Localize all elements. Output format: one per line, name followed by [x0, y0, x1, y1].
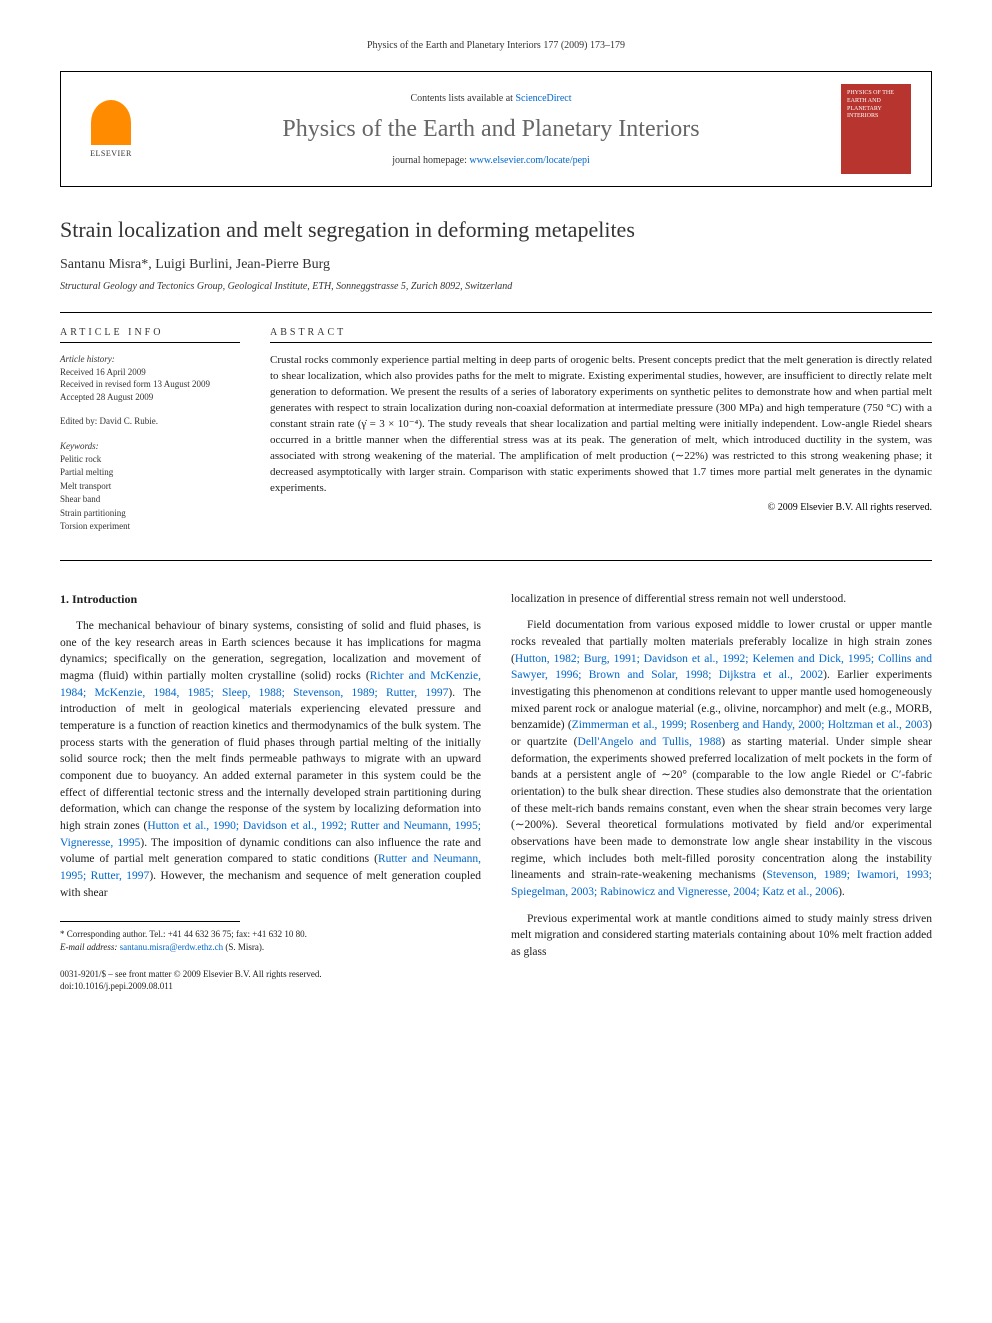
authors: Santanu Misra*, Luigi Burlini, Jean-Pier… — [60, 257, 932, 273]
email-line: E-mail address: santanu.misra@erdw.ethz.… — [60, 941, 481, 954]
corresponding-label: * Corresponding author. Tel.: +41 44 632… — [60, 928, 481, 941]
footnote-rule — [60, 921, 240, 922]
email-label: E-mail address: — [60, 942, 120, 952]
homepage-link[interactable]: www.elsevier.com/locate/pepi — [469, 155, 589, 166]
abstract-copyright: © 2009 Elsevier B.V. All rights reserved… — [270, 502, 932, 513]
received-date: Received 16 April 2009 — [60, 366, 240, 379]
revised-date: Received in revised form 13 August 2009 — [60, 378, 240, 391]
article-info-heading: ARTICLE INFO — [60, 327, 240, 343]
history-label: Article history: — [60, 353, 240, 366]
journal-cover-thumbnail: PHYSICS OF THE EARTH AND PLANETARY INTER… — [841, 84, 911, 174]
col2-continuation: localization in presence of differential… — [511, 591, 932, 608]
doi: doi:10.1016/j.pepi.2009.08.011 — [60, 980, 481, 993]
elsevier-tree-icon — [91, 100, 131, 145]
p2-d: ) as starting material. Under simple she… — [511, 736, 932, 881]
abstract-heading: ABSTRACT — [270, 327, 932, 343]
keyword: Strain partitioning — [60, 507, 240, 521]
contents-prefix: Contents lists available at — [410, 93, 515, 104]
sciencedirect-link[interactable]: ScienceDirect — [515, 93, 571, 104]
doi-block: 0031-9201/$ – see front matter © 2009 El… — [60, 968, 481, 993]
col2-p2: Field documentation from various exposed… — [511, 617, 932, 900]
accepted-date: Accepted 28 August 2009 — [60, 391, 240, 404]
section-title: Introduction — [72, 592, 137, 606]
journal-name: Physics of the Earth and Planetary Inter… — [141, 116, 841, 143]
keywords-block: Keywords: Pelitic rock Partial melting M… — [60, 440, 240, 534]
homepage-line: journal homepage: www.elsevier.com/locat… — [141, 155, 841, 166]
refs-5[interactable]: Zimmerman et al., 1999; Rosenberg and Ha… — [572, 719, 928, 731]
article-info: ARTICLE INFO Article history: Received 1… — [60, 327, 240, 546]
affiliation: Structural Geology and Tectonics Group, … — [60, 281, 932, 292]
info-abstract-row: ARTICLE INFO Article history: Received 1… — [60, 312, 932, 561]
intro-paragraph-1: The mechanical behaviour of binary syste… — [60, 618, 481, 901]
elsevier-label: ELSEVIER — [90, 149, 132, 158]
keyword: Pelitic rock — [60, 453, 240, 467]
article-history: Article history: Received 16 April 2009 … — [60, 353, 240, 403]
p1-b: ). The introduction of melt in geologica… — [60, 687, 481, 832]
article-title: Strain localization and melt segregation… — [60, 217, 932, 243]
corresponding-author: * Corresponding author. Tel.: +41 44 632… — [60, 928, 481, 953]
body-columns: 1. Introduction The mechanical behaviour… — [60, 591, 932, 993]
p2-e: ). — [838, 886, 845, 898]
col2-p3: Previous experimental work at mantle con… — [511, 911, 932, 961]
editor-line: Edited by: David C. Rubie. — [60, 415, 240, 428]
body-col-left: 1. Introduction The mechanical behaviour… — [60, 591, 481, 993]
contents-available: Contents lists available at ScienceDirec… — [141, 93, 841, 104]
elsevier-logo: ELSEVIER — [81, 94, 141, 164]
body-col-right: localization in presence of differential… — [511, 591, 932, 993]
section-heading: 1. Introduction — [60, 591, 481, 608]
email-suffix: (S. Misra). — [223, 942, 264, 952]
email-link[interactable]: santanu.misra@erdw.ethz.ch — [120, 942, 223, 952]
abstract-column: ABSTRACT Crustal rocks commonly experien… — [270, 327, 932, 546]
keyword: Partial melting — [60, 466, 240, 480]
journal-center: Contents lists available at ScienceDirec… — [141, 93, 841, 166]
front-matter: 0031-9201/$ – see front matter © 2009 El… — [60, 968, 481, 981]
abstract-text: Crustal rocks commonly experience partia… — [270, 353, 932, 496]
journal-masthead: ELSEVIER Contents lists available at Sci… — [60, 71, 932, 187]
homepage-prefix: journal homepage: — [392, 155, 469, 166]
running-header: Physics of the Earth and Planetary Inter… — [60, 40, 932, 51]
keyword: Shear band — [60, 493, 240, 507]
keywords-label: Keywords: — [60, 440, 240, 453]
keyword: Melt transport — [60, 480, 240, 494]
keyword: Torsion experiment — [60, 520, 240, 534]
section-number: 1. — [60, 592, 69, 606]
keywords-list: Pelitic rock Partial melting Melt transp… — [60, 453, 240, 534]
refs-6[interactable]: Dell'Angelo and Tullis, 1988 — [578, 736, 722, 748]
